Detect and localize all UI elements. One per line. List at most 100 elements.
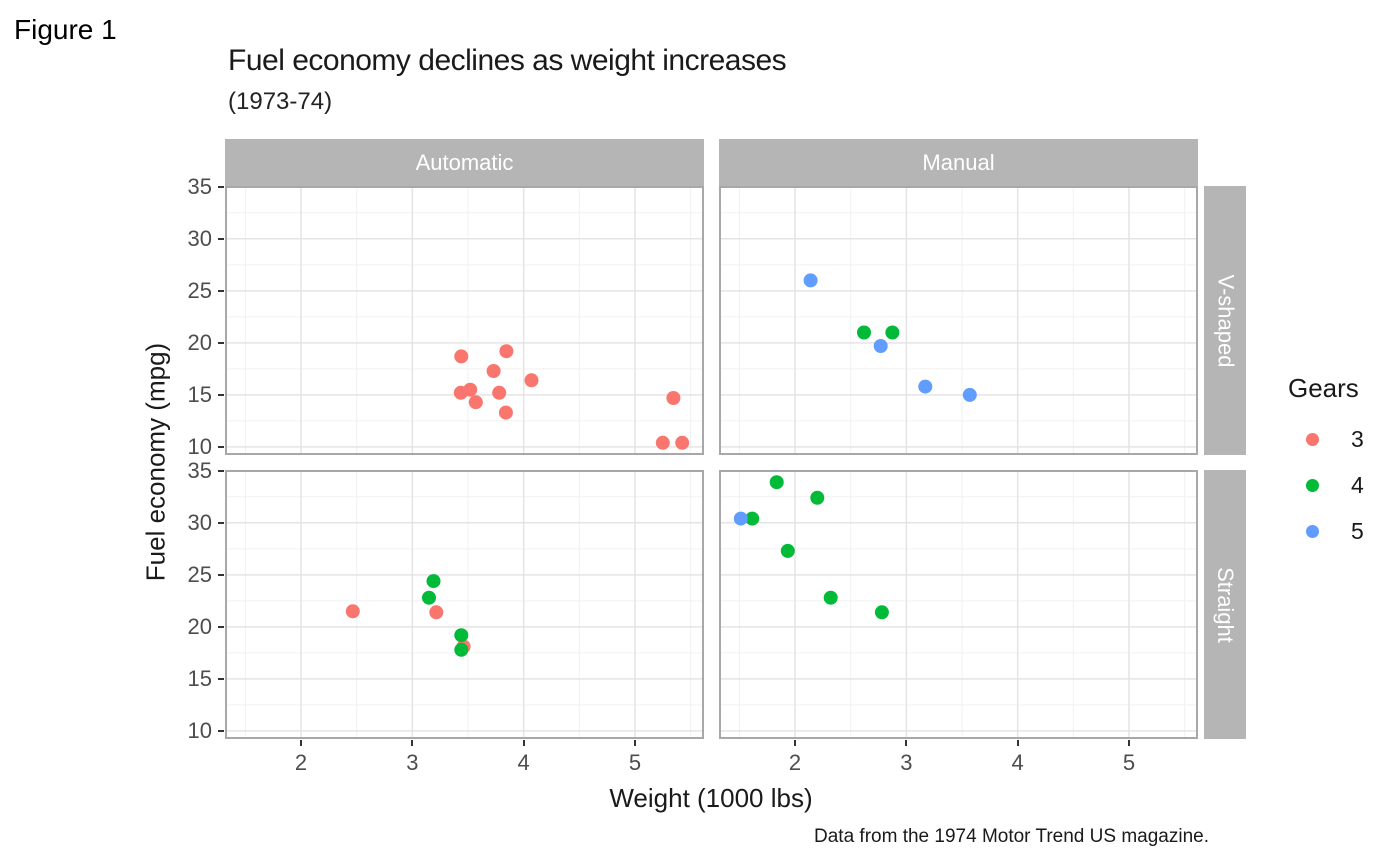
facet-panel-automatic-v-shaped	[225, 186, 704, 455]
y-tick-mark	[218, 237, 224, 240]
facet-strip-v-shaped: V-shaped	[1204, 186, 1246, 455]
x-tick-label: 3	[900, 750, 913, 775]
facet-strip-straight: Straight	[1204, 470, 1246, 739]
x-tick-mark	[300, 740, 303, 746]
y-tick-mark	[218, 393, 224, 396]
data-point	[810, 490, 825, 505]
x-tick-label: 5	[628, 750, 642, 775]
legend-dot-icon	[1306, 524, 1319, 538]
data-point	[780, 543, 795, 558]
y-tick-label: 20	[187, 613, 212, 639]
data-point	[803, 273, 818, 288]
data-point	[873, 339, 888, 353]
x-tick-label: 2	[788, 750, 802, 775]
x-tick-mark	[1016, 740, 1019, 746]
data-point	[962, 387, 977, 402]
x-tick-mark	[905, 740, 908, 746]
x-tick-mark	[522, 740, 525, 746]
y-tick-label: 25	[187, 561, 212, 587]
y-tick-mark	[218, 573, 224, 576]
y-tick-mark	[218, 341, 224, 344]
y-tick-mark	[218, 289, 224, 292]
data-point	[655, 435, 670, 450]
x-axis-title: Weight (1000 lbs)	[609, 783, 813, 813]
facet-strip-label: Manual	[922, 149, 995, 175]
x-tick-label: 4	[517, 750, 530, 775]
data-point	[733, 511, 748, 526]
chart-title: Fuel economy declines as weight increase…	[228, 44, 787, 77]
data-point	[769, 475, 784, 490]
facet-strip-label: Straight	[1213, 566, 1239, 643]
y-tick-label: 30	[187, 225, 212, 251]
figure-label: Figure 1	[14, 14, 117, 45]
facet-panel-automatic-straight	[225, 470, 704, 739]
y-tick-mark	[218, 729, 224, 732]
x-tick-label: 3	[406, 750, 419, 775]
y-tick-mark	[218, 185, 224, 188]
caption: Data from the 1974 Motor Trend US magazi…	[814, 826, 1209, 847]
data-point	[492, 385, 507, 400]
legend-dot-icon	[1306, 432, 1319, 446]
data-point	[918, 379, 933, 394]
y-tick-mark	[218, 469, 224, 472]
y-tick-mark	[218, 625, 224, 628]
data-point	[422, 590, 436, 605]
chart-subtitle: (1973-74)	[228, 88, 333, 115]
data-point	[498, 405, 513, 420]
data-point	[454, 349, 469, 364]
facet-strip-automatic: Automatic	[225, 139, 704, 186]
data-point	[675, 435, 690, 450]
legend-title: Gears	[1288, 373, 1359, 403]
facet-panel-manual-straight	[719, 470, 1198, 739]
y-tick-label: 25	[187, 277, 212, 303]
x-tick-mark	[1127, 740, 1130, 746]
y-axis-title: Fuel economy (mpg)	[140, 342, 171, 582]
facet-panel-manual-v-shaped	[719, 186, 1198, 455]
x-tick-label: 2	[294, 750, 308, 775]
legend-label: 4	[1351, 471, 1364, 498]
data-point	[468, 395, 483, 410]
data-point	[426, 574, 441, 589]
y-tick-mark	[218, 521, 224, 524]
data-point	[486, 364, 501, 378]
data-point	[745, 511, 760, 526]
x-tick-mark	[633, 740, 636, 746]
data-point	[499, 344, 514, 359]
y-tick-mark	[218, 445, 224, 448]
facet-strip-label: Automatic	[415, 149, 514, 175]
x-tick-label: 4	[1011, 750, 1024, 775]
data-point	[666, 391, 681, 405]
data-point	[345, 604, 360, 619]
data-point	[429, 605, 444, 620]
facet-strip-manual: Manual	[719, 139, 1198, 186]
data-point	[885, 325, 900, 340]
panel-border	[225, 470, 704, 739]
x-tick-mark	[411, 740, 414, 746]
data-point	[524, 373, 539, 388]
legend-item-4: 4	[1306, 469, 1364, 501]
data-point	[453, 385, 468, 400]
legend-item-5: 5	[1306, 515, 1364, 547]
data-point	[454, 628, 469, 643]
panel-border	[225, 186, 704, 455]
data-point	[823, 590, 838, 605]
y-tick-label: 15	[187, 665, 212, 691]
y-tick-label: 35	[187, 173, 212, 199]
y-tick-label: 15	[187, 381, 212, 407]
legend-item-3: 3	[1306, 423, 1364, 455]
y-tick-label: 10	[187, 433, 212, 459]
y-tick-label: 35	[187, 457, 212, 483]
panel-border	[719, 470, 1198, 739]
x-tick-label: 5	[1122, 750, 1136, 775]
legend-label: 3	[1351, 425, 1364, 452]
y-tick-label: 20	[187, 329, 212, 355]
facet-strip-label: V-shaped	[1213, 274, 1238, 367]
data-point	[454, 642, 469, 657]
data-point	[857, 325, 871, 340]
x-tick-mark	[794, 740, 797, 746]
legend-label: 5	[1351, 517, 1364, 544]
y-tick-mark	[218, 677, 224, 680]
y-tick-label: 30	[187, 509, 212, 535]
panel-border	[719, 186, 1198, 455]
